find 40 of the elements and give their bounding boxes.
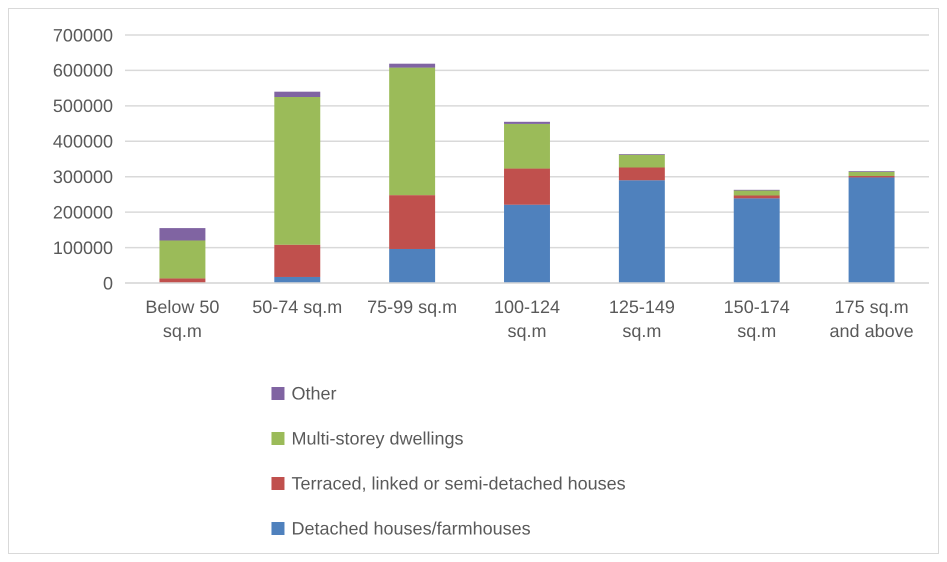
bar	[274, 92, 320, 97]
bar	[618, 180, 665, 283]
legend-label: Terraced, linked or semi-detached houses	[291, 473, 626, 494]
bar	[274, 97, 320, 245]
bar	[848, 172, 895, 176]
bar	[734, 190, 780, 196]
bar	[504, 204, 550, 283]
legend-label: Other	[291, 383, 337, 404]
y-tick-label: 0	[102, 273, 113, 294]
bar	[848, 177, 895, 283]
bar	[274, 244, 320, 277]
x-tick-label: 150-174 sq.m	[724, 297, 790, 341]
bar	[504, 124, 550, 169]
bar	[618, 168, 665, 180]
legend-label: Multi-storey dwellings	[291, 428, 464, 448]
y-tick-label: 200000	[52, 202, 113, 222]
bar	[389, 64, 436, 68]
x-tick-label: Below 50 sq.m	[145, 297, 220, 341]
bar	[159, 228, 206, 240]
y-tick-label: 500000	[52, 96, 113, 116]
bar	[734, 195, 780, 198]
x-tick-label: 75-99 sq.m	[367, 297, 458, 317]
bar	[274, 276, 320, 283]
x-tick-label: 125-149 sq.m	[608, 297, 675, 341]
y-tick-label: 700000	[52, 25, 113, 46]
bar	[389, 248, 436, 283]
y-tick-label: 300000	[52, 167, 113, 188]
x-tick-label: 100-124 sq.m	[494, 297, 560, 341]
y-tick-label: 400000	[52, 132, 113, 152]
bar	[159, 240, 206, 278]
bar	[504, 168, 550, 205]
x-tick-label: 50-74 sq.m	[252, 297, 342, 317]
bar	[734, 198, 780, 283]
y-tick-label: 100000	[52, 238, 113, 258]
legend-label: Detached houses/farmhouses	[291, 518, 531, 538]
bar	[618, 154, 665, 168]
y-tick-label: 600000	[52, 60, 113, 81]
x-tick-label: 175 sq.m and above	[830, 297, 914, 341]
bar	[389, 195, 436, 249]
bar	[389, 68, 436, 196]
